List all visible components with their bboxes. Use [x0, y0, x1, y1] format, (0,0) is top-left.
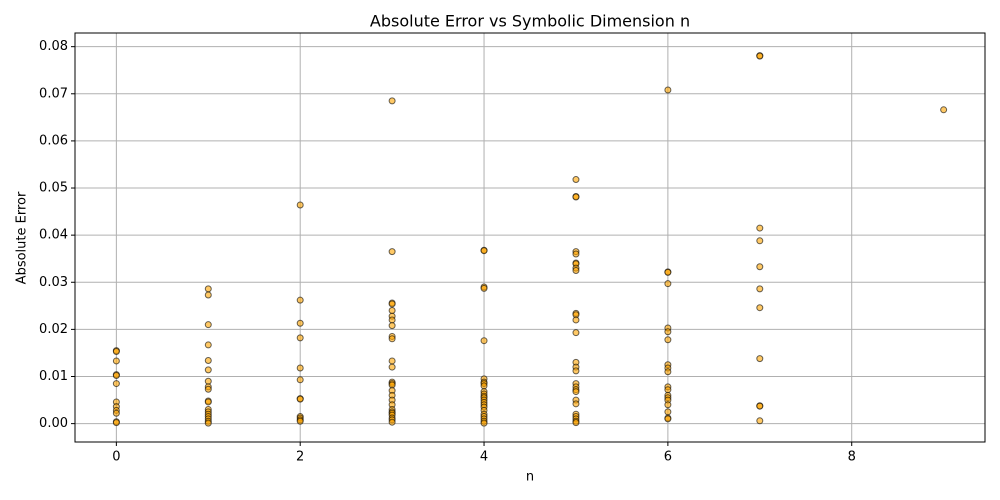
point	[664, 86, 672, 94]
point	[112, 419, 120, 427]
point	[296, 296, 304, 304]
point	[572, 250, 580, 258]
point	[756, 285, 764, 293]
x-axis-label: n	[526, 470, 534, 485]
point	[572, 388, 580, 396]
point	[756, 52, 764, 60]
point	[572, 419, 580, 427]
point	[388, 316, 396, 324]
y-tick-label: 0.03	[39, 275, 68, 290]
point	[204, 366, 212, 374]
point	[388, 300, 396, 308]
point	[388, 363, 396, 371]
point	[388, 307, 396, 315]
point	[296, 364, 304, 372]
point	[204, 291, 212, 299]
x-tick-label: 0	[112, 450, 120, 465]
point	[756, 355, 764, 363]
point	[204, 419, 212, 427]
point	[664, 415, 672, 423]
x-tick-label: 4	[480, 450, 488, 465]
y-tick-label: 0.00	[39, 416, 68, 431]
y-tick-label: 0.05	[39, 181, 68, 196]
point	[296, 334, 304, 342]
x-tick-label: 8	[848, 450, 856, 465]
point	[756, 237, 764, 245]
point	[204, 356, 212, 364]
point	[204, 285, 212, 293]
x-tick-label: 2	[296, 450, 304, 465]
point	[388, 381, 396, 389]
point	[296, 201, 304, 209]
point	[296, 417, 304, 425]
point	[572, 316, 580, 324]
chart-title: Absolute Error vs Symbolic Dimension n	[370, 12, 690, 31]
point	[756, 417, 764, 425]
point	[204, 341, 212, 349]
point	[480, 382, 488, 390]
point	[388, 357, 396, 365]
point	[664, 401, 672, 409]
point	[480, 284, 488, 292]
point	[204, 321, 212, 329]
point	[296, 319, 304, 327]
point	[756, 304, 764, 312]
point	[296, 395, 304, 403]
point	[296, 376, 304, 384]
y-tick-label: 0.08	[39, 39, 68, 54]
point	[388, 248, 396, 256]
point	[388, 335, 396, 343]
y-tick-label: 0.06	[39, 133, 68, 148]
point	[480, 247, 488, 255]
point	[940, 106, 948, 114]
point	[112, 409, 120, 417]
point	[388, 418, 396, 426]
y-axis-label: Absolute Error	[15, 191, 30, 284]
point	[112, 380, 120, 388]
point	[664, 386, 672, 394]
point	[664, 268, 672, 276]
point	[572, 266, 580, 274]
point	[204, 398, 212, 406]
point	[572, 176, 580, 184]
point	[756, 263, 764, 271]
point	[480, 337, 488, 345]
y-tick-label: 0.07	[39, 86, 68, 101]
point	[112, 357, 120, 365]
point	[572, 367, 580, 375]
point	[664, 408, 672, 416]
point	[572, 193, 580, 201]
y-tick-label: 0.02	[39, 322, 68, 337]
point	[664, 280, 672, 288]
point	[664, 336, 672, 344]
point	[756, 224, 764, 232]
point	[572, 329, 580, 337]
point	[112, 348, 120, 356]
point	[664, 328, 672, 336]
point	[204, 385, 212, 393]
point	[112, 372, 120, 380]
point	[664, 368, 672, 376]
point	[480, 419, 488, 427]
point	[204, 377, 212, 385]
x-tick-label: 6	[664, 450, 672, 465]
point	[756, 402, 764, 410]
y-tick-label: 0.01	[39, 369, 68, 384]
plot-frame	[74, 32, 986, 443]
point	[388, 97, 396, 105]
point	[388, 322, 396, 330]
point	[572, 400, 580, 408]
y-tick-label: 0.04	[39, 228, 68, 243]
